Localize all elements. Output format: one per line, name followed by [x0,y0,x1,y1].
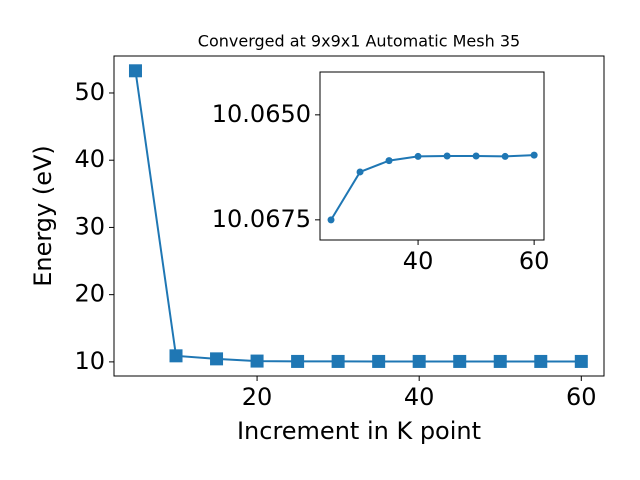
data-point [128,64,142,78]
y-tick-label: 20 [74,280,105,308]
y-tick-label: 40 [74,145,105,173]
y-tick-label: 30 [74,212,105,240]
data-point [453,354,467,368]
x-tick-label: 60 [519,247,550,275]
data-point [414,152,422,160]
data-point [530,151,538,159]
data-point [372,354,386,368]
data-point [412,354,426,368]
data-point [210,352,224,366]
data-point [291,354,305,368]
data-point [356,168,364,176]
x-tick-label: 60 [566,383,597,411]
data-point [472,152,480,160]
data-point [327,216,335,224]
data-point [534,354,548,368]
data-line [134,70,582,363]
chart-title: Converged at 9x9x1 Automatic Mesh 35 [198,32,520,51]
y-axis-label: Energy (eV) [29,145,57,287]
data-point [501,152,509,160]
data-point [574,354,588,368]
data-point [493,354,507,368]
x-tick-label: 40 [403,247,434,275]
y-tick-label: 10.0650 [212,100,311,128]
data-point [443,152,451,160]
x-tick-label: 40 [404,383,435,411]
data-point [250,354,264,368]
y-tick-label: 50 [74,78,105,106]
y-tick-label: 10 [74,347,105,375]
data-point [331,354,345,368]
x-tick-label: 20 [242,383,273,411]
data-point [385,157,393,165]
data-point [169,349,183,363]
data-line [330,154,535,221]
x-axis-label: Increment in K point [237,417,481,445]
y-tick-label: 10.0675 [212,205,311,233]
